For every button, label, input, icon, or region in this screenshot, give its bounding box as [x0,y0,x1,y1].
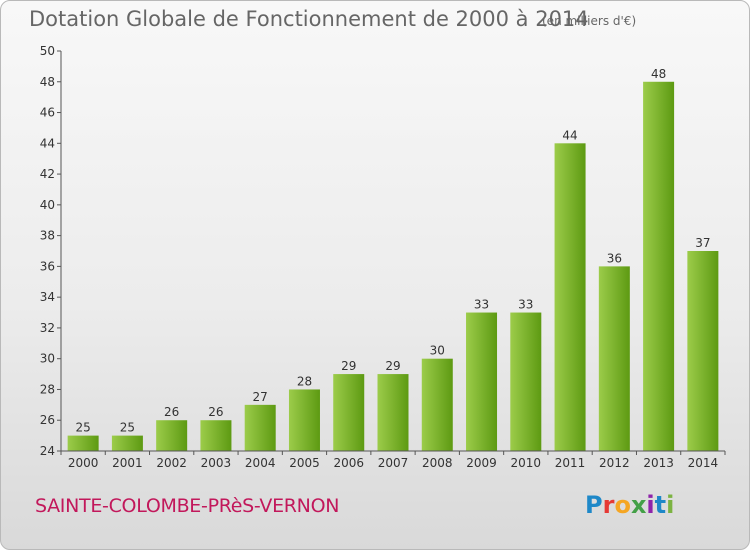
bar [333,374,365,451]
y-tick-label: 24 [40,444,55,458]
data-label: 29 [385,359,400,373]
x-tick-label: 2001 [112,456,143,470]
y-tick-label: 40 [40,198,55,212]
x-tick-label: 2007 [378,456,409,470]
bars: 25 25 26 26 27 28 29 29 30 33 33 44 36 48 37 [67,67,719,452]
bar [554,143,586,452]
data-label: 27 [253,390,268,404]
bar [466,312,498,451]
x-axis: 2000 2001 2002 2003 2004 2005 2006 2007 2008 2009… [60,450,726,470]
commune-name: SAINTE-COLOMBE-PRèS-VERNON [35,495,340,517]
x-tick-label: 2010 [511,456,542,470]
data-label: 33 [518,298,533,312]
data-label: 26 [164,405,179,419]
data-label: 48 [651,67,666,81]
x-tick-label: 2009 [466,456,497,470]
bar [156,420,188,451]
bar [200,420,232,451]
y-tick-label: 32 [40,321,55,335]
x-tick-label: 2000 [68,456,99,470]
x-tick-label: 2003 [201,456,232,470]
bar [244,404,276,451]
data-label: 29 [341,359,356,373]
data-label: 44 [562,128,577,142]
logo-letter: P [585,491,603,519]
y-tick-label: 46 [40,106,55,120]
y-tick-label: 34 [40,290,55,304]
y-tick-label: 36 [40,259,55,273]
y-tick-label: 50 [40,44,55,58]
proxiti-logo[interactable]: Proxiti [585,491,674,519]
chart-title: Dotation Globale de Fonctionnement de 20… [29,7,589,31]
x-tick-label: 2002 [156,456,187,470]
bar [643,81,675,452]
chart-unit: (en milliers d'€) [542,14,637,28]
bar [288,389,320,451]
y-tick-label: 42 [40,167,55,181]
data-label: 37 [695,236,710,250]
x-tick-label: 2011 [555,456,586,470]
x-tick-label: 2008 [422,456,453,470]
data-label: 33 [474,298,489,312]
logo-letter: t [654,491,667,519]
bar [598,266,630,451]
bar [67,435,99,451]
x-tick-label: 2012 [599,456,630,470]
x-tick-label: 2005 [289,456,320,470]
data-label: 25 [120,421,135,435]
y-tick-label: 28 [40,382,55,396]
y-tick-label: 26 [40,413,55,427]
data-label: 30 [430,344,445,358]
bar [510,312,542,451]
bar [377,374,409,451]
bar [111,435,143,451]
x-tick-label: 2004 [245,456,276,470]
logo-letter: x [630,491,647,519]
x-tick-label: 2014 [688,456,719,470]
y-axis: 24 26 28 30 32 34 36 38 40 42 44 46 48 50 [40,44,62,458]
data-label: 36 [607,251,622,265]
logo-letter: r [602,491,615,519]
x-tick-label: 2006 [333,456,364,470]
bar [687,251,719,451]
logo-letter: o [614,491,631,519]
y-tick-label: 48 [40,75,55,89]
logo-letter: i [666,491,675,519]
bar [421,358,453,451]
x-tick-label: 2013 [643,456,674,470]
data-label: 26 [208,405,223,419]
y-tick-label: 30 [40,352,55,366]
logo-letter: i [646,491,655,519]
y-tick-label: 44 [40,136,55,150]
data-label: 25 [75,421,90,435]
y-tick-label: 38 [40,229,55,243]
data-label: 28 [297,374,312,388]
